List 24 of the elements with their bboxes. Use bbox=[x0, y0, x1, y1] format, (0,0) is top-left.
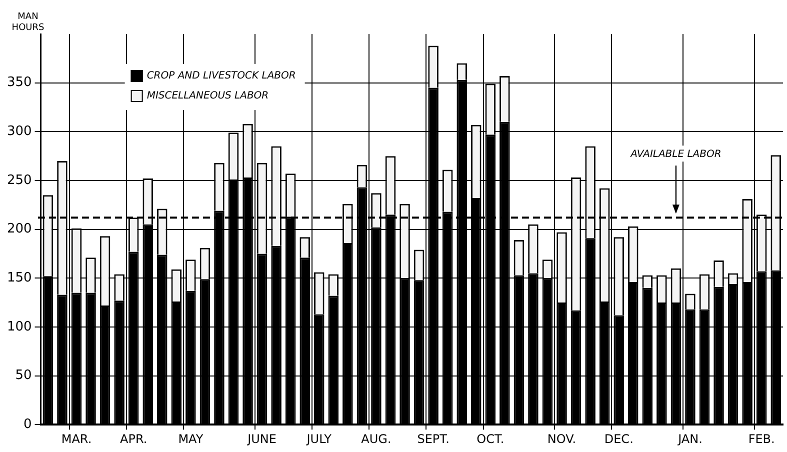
legend-label: CROP AND LIVESTOCK LABOR bbox=[146, 70, 296, 82]
legend-label: MISCELLANEOUS LABOR bbox=[146, 90, 269, 102]
y-axis-title: MAN HOURS bbox=[12, 12, 44, 33]
ref-line-label: AVAILABLE LABOR bbox=[630, 149, 722, 160]
x-tick-label: JULY bbox=[306, 432, 332, 446]
x-tick-label: NOV. bbox=[547, 432, 576, 446]
x-tick-label: DEC. bbox=[604, 432, 634, 446]
y-tick-label: 150 bbox=[6, 270, 32, 286]
x-tick-label: JUNE bbox=[246, 432, 276, 446]
y-tick-label: 350 bbox=[6, 75, 32, 90]
y-tick-label: 100 bbox=[6, 319, 32, 334]
x-tick-label: JAN. bbox=[677, 432, 702, 446]
x-tick-label: APR. bbox=[120, 432, 148, 446]
x-tick-label: FEB. bbox=[748, 432, 775, 446]
y-tick-label: 200 bbox=[6, 222, 32, 237]
y-tick-label: 300 bbox=[6, 124, 32, 140]
y-tick-label: 0 bbox=[24, 416, 32, 432]
x-tick-label: AUG. bbox=[361, 432, 392, 446]
x-tick-label: MAR. bbox=[61, 432, 92, 446]
x-tick-label: MAY bbox=[178, 432, 204, 446]
x-tick-label: SEPT. bbox=[417, 432, 450, 446]
x-tick-label: OCT. bbox=[476, 432, 504, 446]
y-tick-label: 250 bbox=[6, 172, 32, 188]
y-tick-label: 50 bbox=[15, 368, 32, 384]
